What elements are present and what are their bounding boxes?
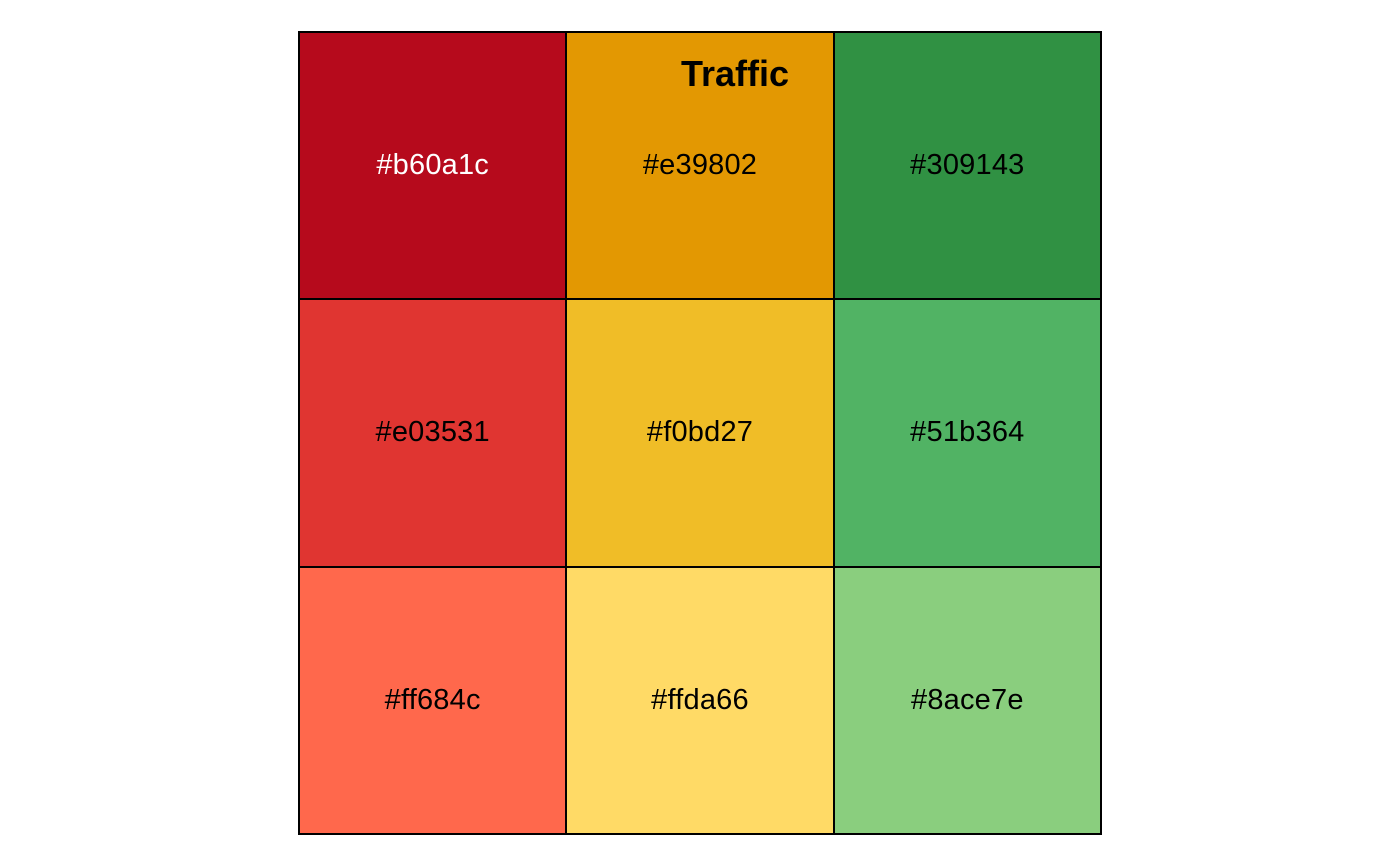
color-swatch: #51b364 <box>833 299 1101 567</box>
color-swatch: #8ace7e <box>833 566 1101 834</box>
swatch-hex-label: #b60a1c <box>376 149 489 182</box>
color-swatch: #ff684c <box>299 566 567 834</box>
color-swatch: #e39802 <box>566 32 834 300</box>
swatch-hex-label: #309143 <box>910 149 1025 182</box>
swatch-hex-label: #e03531 <box>375 416 490 449</box>
swatch-hex-label: #8ace7e <box>910 683 1024 716</box>
swatch-hex-label: #ff684c <box>384 683 481 716</box>
swatch-hex-label: #e39802 <box>642 149 758 182</box>
color-swatch: #309143 <box>833 32 1101 300</box>
palette-swatch-grid: #b60a1c #e39802 #309143 #e03531 #f0bd27 #51b3… <box>298 31 1102 835</box>
color-swatch: #ffda66 <box>566 566 834 834</box>
swatch-hex-label: #f0bd27 <box>646 416 754 449</box>
chart-title: Traffic <box>681 53 790 94</box>
swatch-hex-label: #ffda66 <box>651 683 749 716</box>
color-swatch: #e03531 <box>299 299 567 567</box>
swatch-hex-label: #51b364 <box>910 416 1025 449</box>
color-swatch: #f0bd27 <box>566 299 834 567</box>
color-swatch: #b60a1c <box>299 32 567 300</box>
